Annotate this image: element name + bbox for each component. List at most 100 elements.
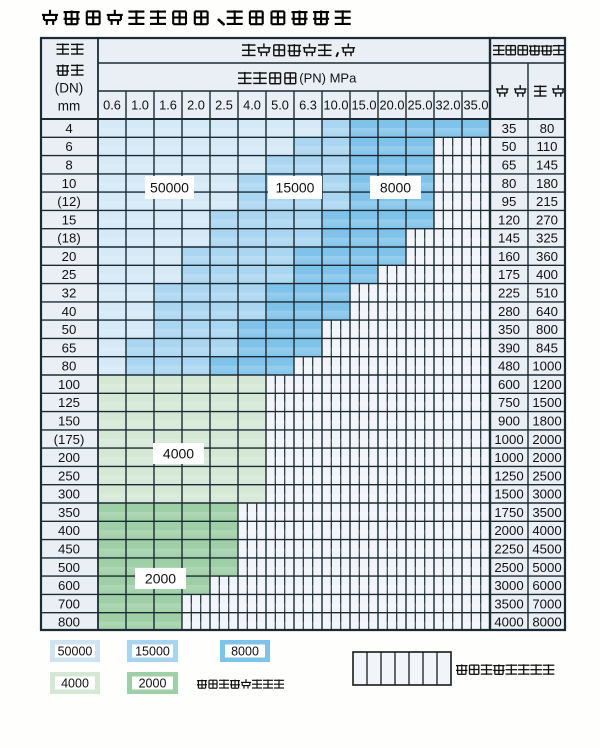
svg-text:175: 175 — [498, 267, 520, 282]
svg-text:65: 65 — [62, 340, 77, 355]
svg-text:845: 845 — [536, 340, 558, 355]
svg-text:80: 80 — [502, 176, 517, 191]
svg-text:3000: 3000 — [532, 487, 561, 502]
svg-text:1250: 1250 — [494, 468, 523, 483]
svg-text:1.6: 1.6 — [159, 98, 177, 113]
svg-text:95: 95 — [502, 194, 517, 209]
svg-text:4.0: 4.0 — [243, 98, 261, 113]
svg-text:2500: 2500 — [532, 468, 561, 483]
svg-text:1750: 1750 — [494, 505, 523, 520]
svg-text:120: 120 — [498, 212, 520, 227]
svg-text:15000: 15000 — [135, 644, 170, 658]
svg-text:(18): (18) — [57, 231, 80, 246]
svg-text:2000: 2000 — [532, 450, 561, 465]
svg-text:6000: 6000 — [532, 578, 561, 593]
svg-text:15000: 15000 — [276, 179, 315, 195]
svg-text:(12): (12) — [57, 194, 80, 209]
svg-text:200: 200 — [58, 450, 80, 465]
svg-text:270: 270 — [536, 212, 558, 227]
svg-text:1800: 1800 — [532, 414, 561, 429]
svg-text:4000: 4000 — [494, 615, 523, 630]
svg-text:250: 250 — [58, 468, 80, 483]
svg-text:800: 800 — [536, 322, 558, 337]
svg-text:3500: 3500 — [494, 596, 523, 611]
svg-text:2000: 2000 — [139, 676, 167, 690]
svg-text:215: 215 — [536, 194, 558, 209]
svg-text:640: 640 — [536, 304, 558, 319]
svg-text:1500: 1500 — [532, 395, 561, 410]
svg-text:1.0: 1.0 — [131, 98, 149, 113]
svg-text:8: 8 — [65, 158, 72, 173]
svg-text:3500: 3500 — [532, 505, 561, 520]
svg-text:80: 80 — [62, 359, 77, 374]
svg-text:2000: 2000 — [532, 432, 561, 447]
svg-text:7000: 7000 — [532, 596, 561, 611]
svg-text:20.0: 20.0 — [380, 98, 405, 113]
svg-text:15.0: 15.0 — [352, 98, 377, 113]
svg-text:125: 125 — [58, 395, 80, 410]
svg-text:(175): (175) — [54, 432, 85, 447]
svg-text:110: 110 — [536, 139, 557, 154]
svg-text:15: 15 — [62, 212, 77, 227]
svg-text:35.0: 35.0 — [464, 98, 489, 113]
svg-text:50: 50 — [502, 139, 517, 154]
svg-text:300: 300 — [58, 487, 80, 502]
svg-text:32: 32 — [62, 286, 77, 301]
svg-text:280: 280 — [498, 304, 520, 319]
svg-text:1000: 1000 — [494, 450, 523, 465]
svg-text:350: 350 — [58, 505, 80, 520]
svg-text:8000: 8000 — [532, 615, 561, 630]
svg-text:40: 40 — [62, 304, 77, 319]
svg-text:400: 400 — [58, 523, 80, 538]
svg-text:145: 145 — [498, 231, 520, 246]
svg-text:225: 225 — [498, 286, 520, 301]
svg-text:800: 800 — [58, 615, 80, 630]
svg-text:180: 180 — [536, 176, 558, 191]
svg-text:25.0: 25.0 — [408, 98, 433, 113]
svg-text:2000: 2000 — [494, 523, 523, 538]
svg-text:25: 25 — [62, 267, 77, 282]
svg-text:2.5: 2.5 — [215, 98, 233, 113]
svg-text:150: 150 — [58, 414, 80, 429]
svg-text:mm: mm — [58, 99, 81, 114]
svg-text:400: 400 — [536, 267, 558, 282]
svg-text:4000: 4000 — [61, 676, 89, 690]
svg-text:325: 325 — [536, 231, 558, 246]
svg-text:2000: 2000 — [145, 570, 176, 586]
svg-text:390: 390 — [498, 340, 520, 355]
svg-text:4: 4 — [65, 121, 72, 136]
svg-text:360: 360 — [536, 249, 558, 264]
svg-text:20: 20 — [62, 249, 77, 264]
svg-text:(DN): (DN) — [55, 81, 84, 96]
svg-text:1000: 1000 — [494, 432, 523, 447]
svg-text:(PN) MPa: (PN) MPa — [299, 71, 357, 86]
svg-text:145: 145 — [536, 158, 558, 173]
svg-text:450: 450 — [58, 542, 80, 557]
svg-text:160: 160 — [498, 249, 520, 264]
svg-text:1200: 1200 — [532, 377, 561, 392]
svg-text:350: 350 — [498, 322, 520, 337]
svg-text:50000: 50000 — [58, 644, 93, 658]
svg-text:600: 600 — [498, 377, 520, 392]
svg-text:3000: 3000 — [494, 578, 523, 593]
svg-text:6: 6 — [65, 139, 72, 154]
svg-text:32.0: 32.0 — [436, 98, 461, 113]
svg-text:10: 10 — [62, 176, 77, 191]
svg-text:600: 600 — [58, 578, 80, 593]
svg-text:510: 510 — [536, 286, 558, 301]
svg-text:4500: 4500 — [532, 542, 561, 557]
svg-text:2.0: 2.0 — [187, 98, 205, 113]
svg-text:700: 700 — [58, 596, 80, 611]
svg-text:2250: 2250 — [494, 542, 523, 557]
svg-text:900: 900 — [498, 414, 520, 429]
svg-text:4000: 4000 — [532, 523, 561, 538]
svg-text:8000: 8000 — [380, 179, 411, 195]
svg-text:1000: 1000 — [532, 359, 561, 374]
svg-text:500: 500 — [58, 560, 80, 575]
svg-text:50000: 50000 — [150, 179, 189, 195]
svg-text:6.3: 6.3 — [299, 98, 317, 113]
svg-text:50: 50 — [62, 322, 77, 337]
svg-text:100: 100 — [58, 377, 80, 392]
svg-text:80: 80 — [540, 121, 555, 136]
svg-text:10.0: 10.0 — [324, 98, 349, 113]
